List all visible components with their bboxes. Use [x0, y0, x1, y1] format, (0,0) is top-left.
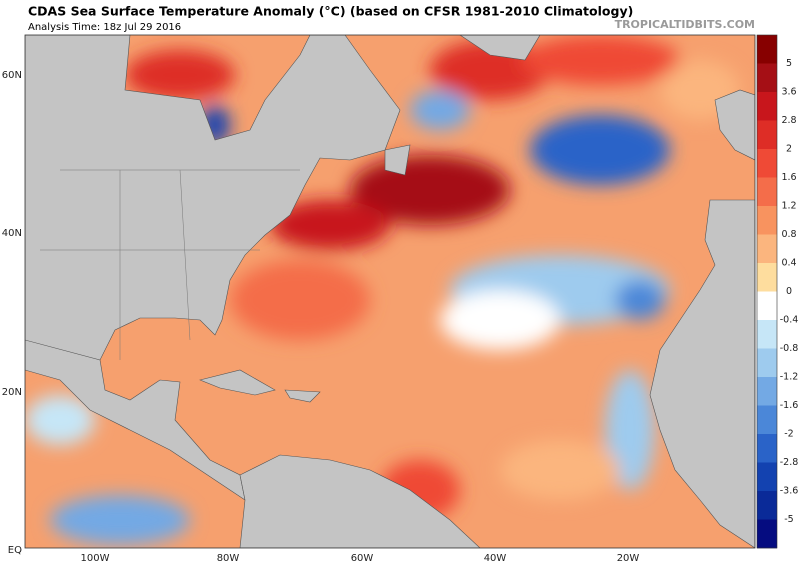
colorbar-label: 2: [786, 144, 792, 155]
colorbar-label: 0.4: [781, 258, 796, 269]
colorbar-label: -0.4: [780, 315, 799, 326]
colorbar-label: 1.6: [781, 172, 796, 183]
colorbar-swatch: [757, 35, 777, 64]
colorbar-label: 5: [786, 58, 792, 69]
colorbar-swatch: [757, 120, 777, 150]
colorbar-frame: [756, 34, 778, 549]
colorbar-swatch: [757, 234, 777, 264]
source: TROPICALTIDBITS.COM: [615, 18, 755, 31]
colorbar-swatch: [757, 405, 777, 435]
lat-label: 40N: [2, 228, 22, 239]
colorbar-swatch: [757, 177, 777, 207]
colorbar-swatch: [757, 92, 777, 121]
colorbar-label: 0.8: [781, 229, 796, 240]
colorbar-label: -2.8: [780, 457, 799, 468]
colorbar-swatch: [757, 491, 777, 520]
colorbar-swatch: [757, 434, 777, 463]
title: CDAS Sea Surface Temperature Anomaly (°C…: [28, 4, 633, 19]
colorbar-label: -1.6: [780, 400, 799, 411]
lon-label: 20W: [617, 553, 640, 564]
colorbar-swatch: [757, 377, 777, 406]
colorbar-swatch: [757, 206, 777, 235]
colorbar-label: 3.6: [781, 87, 796, 98]
colorbar: 5 3.6 2.8 2 1.6 1.2 0.8 0.4 0 -0.4 -0.8 -1.2 -1.6 -2 -…: [756, 34, 799, 549]
colorbar-label: 0: [786, 286, 792, 297]
colorbar-swatch: [757, 291, 777, 321]
colorbar-swatch: [757, 63, 777, 93]
colorbar-swatch: [757, 263, 777, 292]
colorbar-label: -5: [784, 514, 793, 525]
colorbar-swatch: [757, 320, 777, 349]
colorbar-label: 2.8: [781, 115, 796, 126]
lat-label: 60N: [2, 70, 22, 81]
colorbar-label: 1.2: [781, 201, 796, 212]
colorbar-swatch: [757, 462, 777, 492]
colorbar-label: -1.2: [780, 372, 799, 383]
colorbar-label: -0.8: [780, 343, 799, 354]
lat-label: EQ: [8, 545, 22, 556]
colorbar-label: -2: [784, 429, 793, 440]
lon-label: 80W: [217, 553, 240, 564]
colorbar-label: -3.6: [780, 486, 799, 497]
lon-label: 40W: [484, 553, 507, 564]
colorbar-swatch: [757, 519, 777, 549]
colorbar-swatch: [757, 348, 777, 378]
colorbar-swatch: [757, 149, 777, 178]
lon-label: 60W: [351, 553, 374, 564]
lat-label: 20N: [2, 387, 22, 398]
map: [25, 35, 755, 548]
lon-label: 100W: [81, 553, 110, 564]
subtitle: Analysis Time: 18z Jul 29 2016: [28, 22, 181, 33]
